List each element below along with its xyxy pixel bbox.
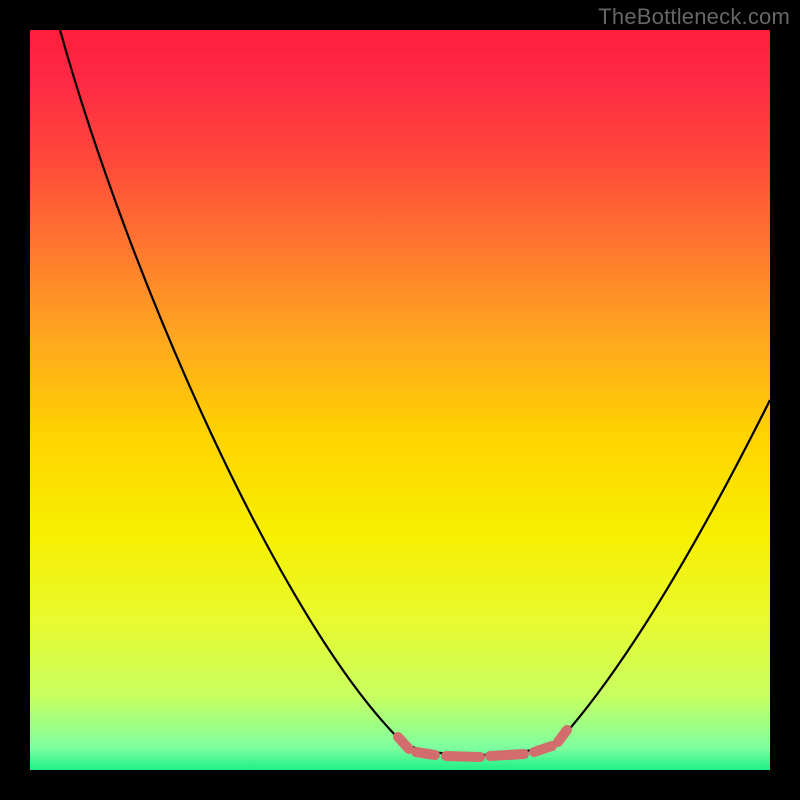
- marker-dash: [534, 746, 552, 752]
- marker-dash: [446, 756, 480, 757]
- watermark-text: TheBottleneck.com: [598, 4, 790, 30]
- marker-dash: [490, 754, 524, 756]
- plot-background: [30, 30, 770, 770]
- gradient-curve-chart: [0, 0, 800, 800]
- marker-dash: [416, 752, 435, 755]
- chart-stage: TheBottleneck.com: [0, 0, 800, 800]
